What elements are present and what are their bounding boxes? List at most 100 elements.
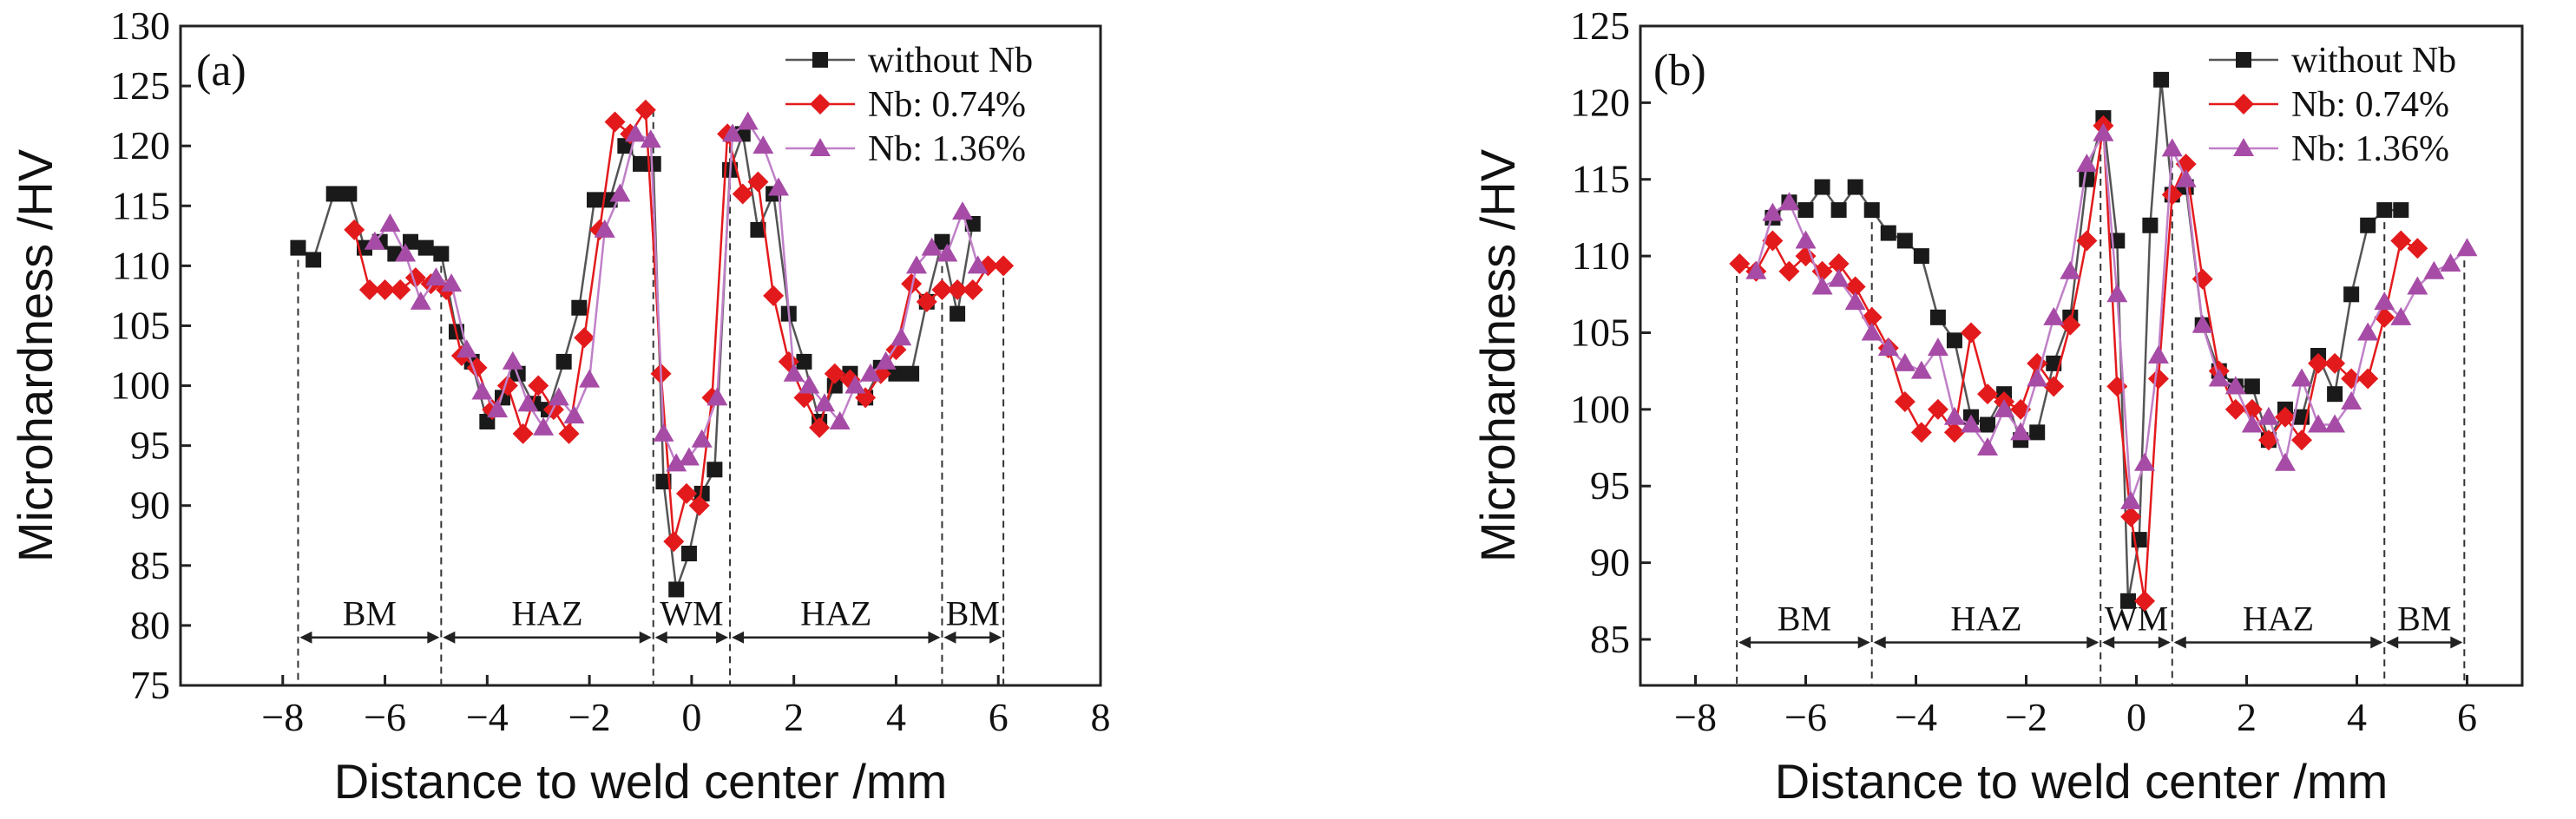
data-point: [548, 387, 569, 406]
data-point: [290, 239, 306, 256]
data-point: [1894, 391, 1916, 413]
data-point: [1778, 192, 1800, 211]
y-tick-label: 120: [1570, 80, 1630, 124]
region-label: BM: [1778, 600, 1831, 639]
data-point: [633, 155, 648, 172]
x-tick-label: 0: [2126, 695, 2146, 739]
data-point: [558, 423, 580, 444]
data-point: [1929, 309, 1946, 325]
y-tick-label: 105: [1570, 310, 1630, 354]
data-point: [653, 423, 674, 442]
legend-marker: [812, 52, 828, 68]
region-label: WM: [660, 594, 723, 633]
data-point: [1927, 337, 1948, 357]
region-label: BM: [343, 594, 397, 633]
data-point: [2274, 406, 2296, 428]
data-point: [325, 186, 342, 202]
region-arrowhead: [2102, 636, 2115, 649]
data-point: [1977, 437, 1999, 456]
data-point: [2407, 276, 2428, 295]
data-point: [921, 237, 943, 256]
data-point: [410, 291, 431, 310]
data-point: [528, 375, 549, 396]
data-point: [663, 531, 685, 553]
data-point: [2341, 391, 2362, 410]
region-arrowhead: [2086, 636, 2100, 649]
region-label: BM: [946, 594, 1000, 633]
y-tick-label: 115: [1572, 157, 1630, 201]
data-point: [587, 192, 602, 208]
x-tick-label: −2: [568, 695, 611, 739]
y-tick-label: 110: [112, 243, 170, 287]
legend-marker: [810, 94, 831, 115]
y-tick-label: 95: [1590, 463, 1630, 508]
data-point: [417, 239, 434, 256]
data-point: [2241, 414, 2263, 433]
x-tick-label: 4: [2347, 695, 2367, 739]
data-point: [950, 305, 966, 322]
legend-label: Nb: 1.36%: [2291, 129, 2449, 169]
data-point: [2257, 406, 2279, 425]
data-point: [967, 255, 989, 274]
data-point: [2161, 184, 2183, 206]
data-point: [1814, 179, 1830, 195]
data-point: [688, 495, 710, 516]
data-point: [2046, 355, 2062, 371]
data-point: [962, 279, 983, 300]
data-point: [604, 111, 626, 133]
data-point: [2093, 122, 2114, 141]
series-triangle: [1745, 122, 2478, 509]
data-point: [2440, 252, 2461, 272]
data-point: [904, 365, 920, 382]
data-point: [2175, 168, 2197, 187]
legend-label: without Nb: [868, 41, 1033, 81]
data-point: [750, 221, 766, 238]
data-point: [1828, 268, 1850, 287]
series-diamond: [344, 99, 1015, 553]
data-point: [768, 177, 789, 196]
y-tick-label: 90: [1590, 541, 1630, 585]
data-point: [2407, 238, 2428, 259]
data-point: [341, 186, 358, 202]
data-point: [2224, 398, 2246, 420]
data-point: [390, 279, 411, 300]
data-point: [678, 447, 700, 466]
data-point: [875, 351, 897, 370]
data-point: [906, 255, 927, 274]
data-point: [2390, 230, 2412, 252]
data-point: [379, 213, 401, 232]
data-point: [563, 405, 585, 424]
data-point: [1811, 276, 1833, 295]
data-point: [1943, 406, 1965, 425]
data-point: [796, 353, 812, 370]
data-point: [2357, 368, 2379, 390]
region-arrowhead: [2450, 636, 2463, 649]
data-point: [344, 219, 365, 240]
data-point: [860, 363, 881, 382]
data-point: [2119, 593, 2136, 609]
data-point: [824, 363, 845, 384]
data-point: [2043, 306, 2065, 325]
data-point: [2390, 306, 2412, 325]
data-point: [763, 285, 785, 306]
x-tick-label: 8: [1091, 695, 1111, 739]
data-point: [2374, 292, 2395, 311]
y-tick-label: 130: [110, 3, 170, 48]
x-tick-label: −8: [1674, 695, 1717, 739]
region-arrowhead: [654, 631, 667, 644]
data-point: [1828, 252, 1850, 274]
data-point: [809, 416, 831, 438]
y-tick-label: 125: [1570, 3, 1630, 48]
y-tick-label: 95: [130, 423, 170, 468]
data-point: [722, 123, 743, 142]
region-arrowhead: [443, 631, 456, 644]
data-point: [555, 353, 572, 370]
data-point: [676, 482, 697, 504]
data-point: [668, 581, 685, 598]
legend-marker: [2233, 94, 2254, 115]
data-point: [594, 219, 615, 238]
data-point: [2029, 424, 2046, 441]
chart-panel-b: 85 90 95 100 105 110 115 120 125 −8 −6 −4 −2 0 2 4 6 Dist…: [1470, 3, 2524, 809]
data-point: [441, 273, 463, 292]
